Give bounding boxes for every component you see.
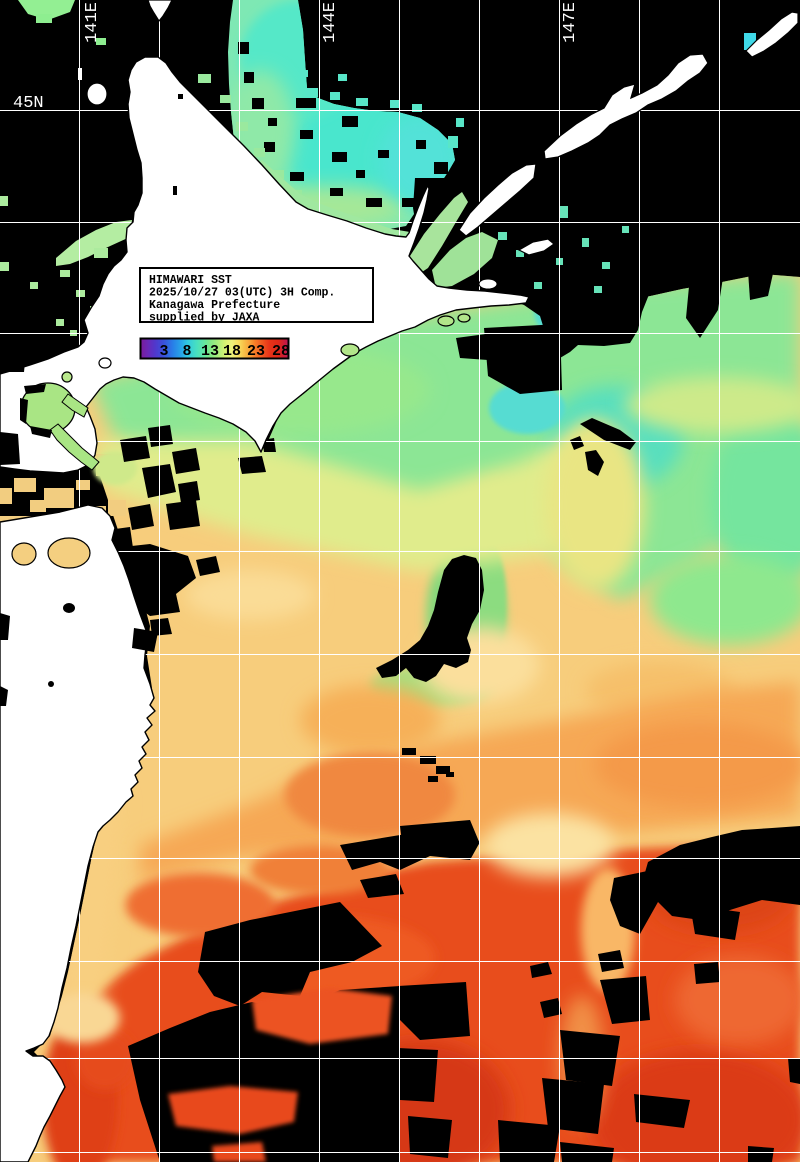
svg-text:Kanagawa Prefecture: Kanagawa Prefecture (149, 299, 280, 312)
svg-text:144E: 144E (321, 2, 340, 43)
svg-text:13: 13 (201, 343, 219, 360)
svg-text:8: 8 (182, 343, 191, 360)
svg-text:supplied by JAXA: supplied by JAXA (149, 312, 260, 325)
svg-text:147E: 147E (561, 2, 580, 43)
svg-text:45N: 45N (13, 94, 44, 113)
svg-text:28: 28 (272, 343, 290, 360)
svg-text:3: 3 (159, 343, 168, 360)
svg-text:18: 18 (223, 343, 241, 360)
svg-text:HIMAWARI SST: HIMAWARI SST (149, 274, 232, 287)
svg-text:23: 23 (247, 343, 265, 360)
svg-text:141E: 141E (83, 2, 102, 43)
svg-text:2025/10/27 03(UTC) 3H Comp.: 2025/10/27 03(UTC) 3H Comp. (149, 287, 335, 300)
